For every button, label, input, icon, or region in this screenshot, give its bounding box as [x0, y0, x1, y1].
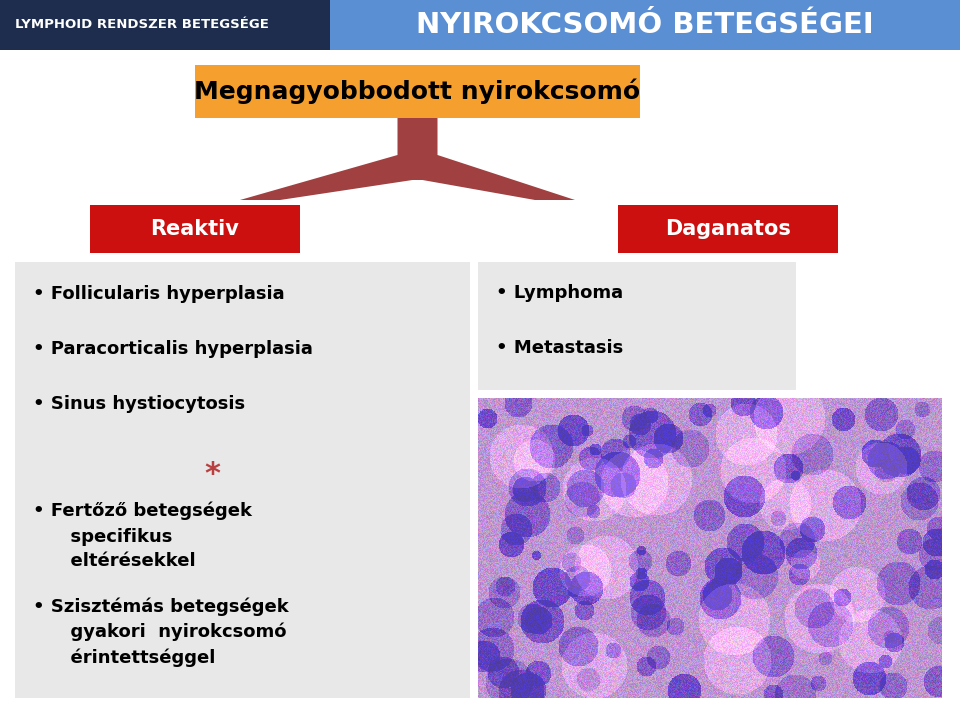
Bar	[90, 205, 300, 253]
Text: • Sinus hystiocytosis: • Sinus hystiocytosis	[33, 395, 245, 413]
Text: Reaktiv: Reaktiv	[151, 219, 239, 239]
Text: • Metastasis: • Metastasis	[496, 339, 623, 357]
Polygon shape	[240, 118, 575, 200]
Text: • Lymphoma: • Lymphoma	[496, 284, 623, 302]
Bar	[330, 0, 960, 50]
Text: • Follicularis hyperplasia: • Follicularis hyperplasia	[33, 285, 284, 303]
Bar	[0, 0, 330, 50]
Bar	[15, 262, 470, 698]
Text: • Fertőző betegségek
      specifikus
      eltérésekkel: • Fertőző betegségek specifikus eltérése…	[33, 502, 252, 570]
Text: • Paracorticalis hyperplasia: • Paracorticalis hyperplasia	[33, 340, 313, 358]
Text: LYMPHOID RENDSZER BETEGSÉGE: LYMPHOID RENDSZER BETEGSÉGE	[15, 18, 269, 32]
Bar	[195, 65, 640, 118]
Text: Daganatos: Daganatos	[665, 219, 791, 239]
Text: *: *	[204, 460, 221, 489]
Bar	[618, 205, 838, 253]
Text: Megnagyobbodott nyirokcsomó: Megnagyobbodott nyirokcsomó	[195, 79, 640, 104]
Bar	[478, 262, 796, 390]
Text: NYIROKCSOMÓ BETEGSÉGEI: NYIROKCSOMÓ BETEGSÉGEI	[416, 11, 874, 39]
Text: • Szisztémás betegségek
      gyakori  nyirokcsomó
      érintettséggel: • Szisztémás betegségek gyakori nyirokcs…	[33, 597, 289, 667]
